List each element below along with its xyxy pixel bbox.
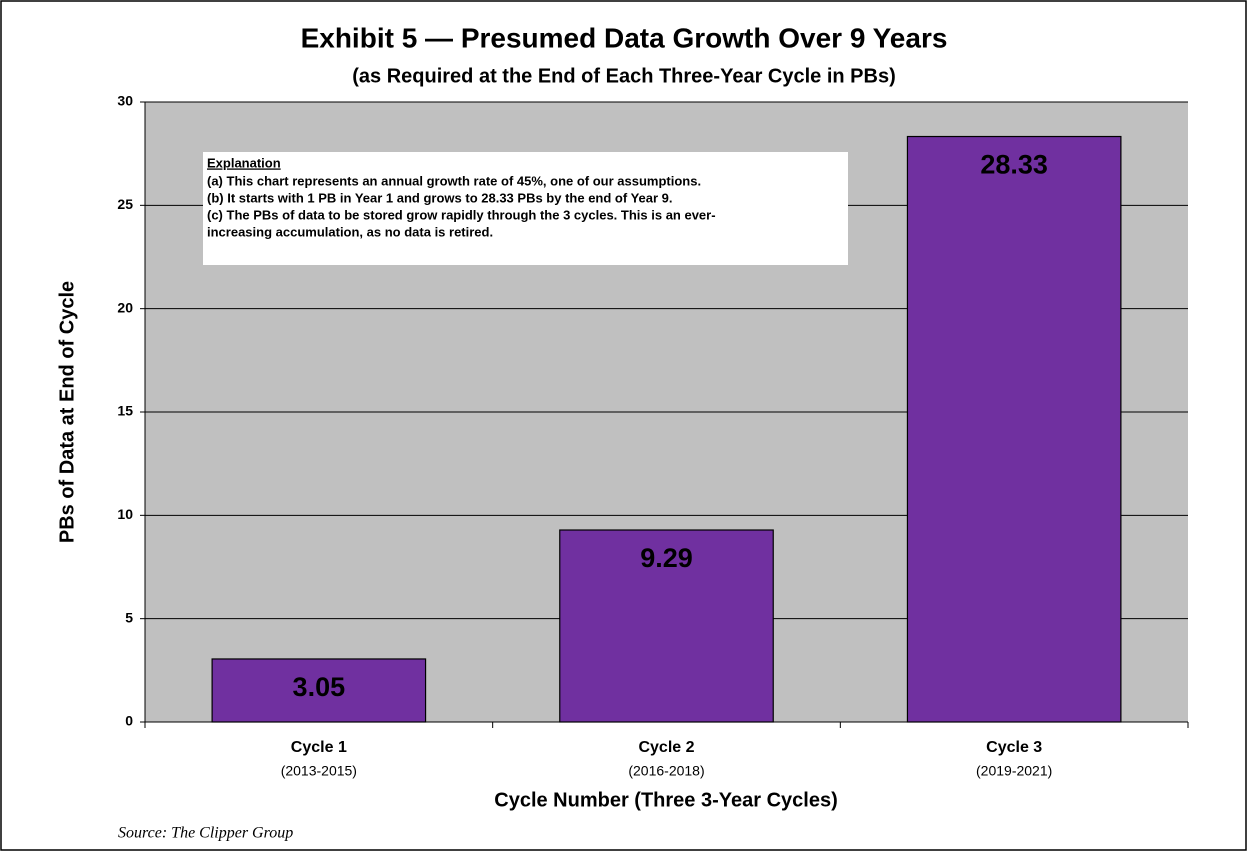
- x-tick-label: Cycle 2: [638, 739, 694, 756]
- annotation-box: [203, 152, 848, 265]
- y-tick-label: 0: [125, 713, 133, 729]
- y-tick-label: 15: [117, 403, 133, 419]
- x-axis-label: Cycle Number (Three 3-Year Cycles): [494, 789, 838, 811]
- x-tick-sublabel: (2016-2018): [628, 763, 704, 779]
- x-tick-sublabel: (2019-2021): [976, 763, 1052, 779]
- y-tick-label: 10: [117, 506, 133, 522]
- data-label: 28.33: [980, 150, 1048, 180]
- chart-subtitle: (as Required at the End of Each Three-Ye…: [352, 65, 896, 87]
- y-tick-label: 30: [117, 93, 133, 109]
- bar: [906, 135, 1122, 723]
- x-tick-label: Cycle 3: [986, 739, 1042, 756]
- y-axis-label: PBs of Data at End of Cycle: [56, 281, 78, 543]
- y-tick-label: 25: [117, 196, 133, 212]
- x-tick-sublabel: (2013-2015): [281, 763, 357, 779]
- annotation-line: (b) It starts with 1 PB in Year 1 and gr…: [207, 190, 673, 205]
- annotation-line: (c) The PBs of data to be stored grow ra…: [207, 207, 716, 222]
- y-tick-label: 20: [117, 299, 133, 315]
- data-label: 9.29: [640, 543, 693, 573]
- annotation-line: increasing accumulation, as no data is r…: [207, 224, 493, 239]
- bar: [559, 529, 774, 723]
- bar: [211, 658, 427, 723]
- x-tick-label: Cycle 1: [291, 739, 347, 756]
- data-label: 3.05: [293, 672, 346, 702]
- annotation-heading: Explanation: [207, 155, 281, 170]
- y-tick-label: 5: [125, 609, 133, 625]
- chart-title: Exhibit 5 — Presumed Data Growth Over 9 …: [301, 22, 948, 53]
- plot-layer: 0 5 10 15 20 25 30 Cycle 1 (2013-2015) 3.05 Cycle …: [117, 93, 1189, 779]
- source-note: Source: The Clipper Group: [118, 825, 293, 842]
- annotation-line: (a) This chart represents an annual grow…: [207, 173, 701, 188]
